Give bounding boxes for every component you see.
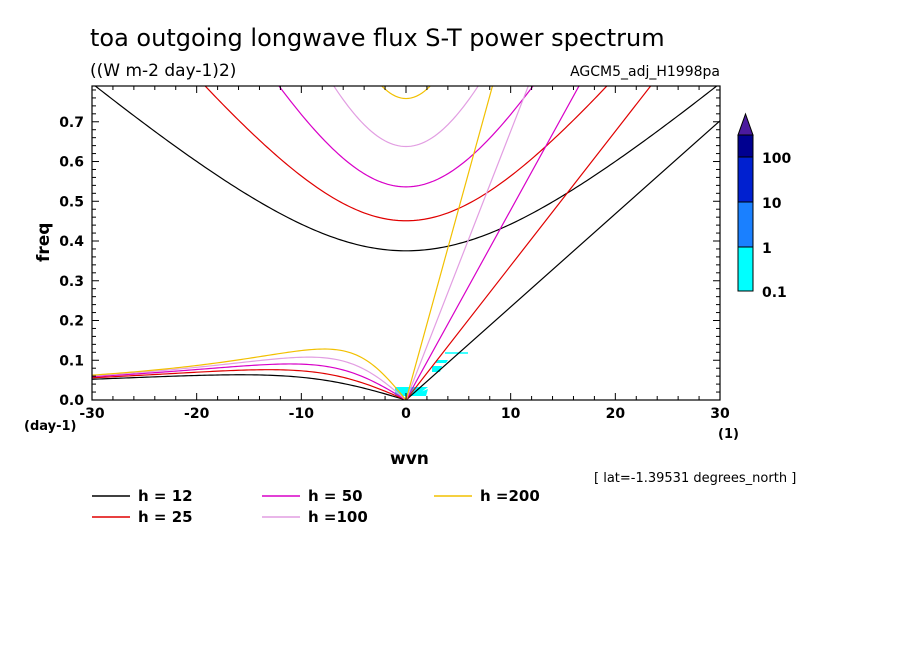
equatorial-rossby-curve	[92, 363, 407, 400]
equatorial-rossby-curve	[92, 369, 407, 400]
kelvin-wave-line	[405, 86, 529, 400]
colorbar-box	[737, 156, 754, 203]
legend-label: h = 25	[138, 508, 193, 526]
colorbar-label: 10	[762, 196, 782, 212]
shade-patch	[410, 389, 428, 396]
legend-label: h = 50	[308, 487, 363, 505]
y-tick-label: 0.0	[59, 393, 84, 409]
y-tick-label: 0.1	[59, 353, 84, 369]
kelvin-wave-line	[405, 120, 720, 400]
x-tick-label: -30	[79, 406, 105, 422]
colorbar-triangle	[737, 112, 754, 136]
ig-wave-curve	[333, 86, 479, 148]
y-tick-label: 0.4	[59, 234, 84, 250]
colorbar: 100 10 1 0.1	[737, 112, 791, 301]
x-tick-label: -10	[289, 406, 315, 422]
equatorial-rossby-curve	[92, 374, 407, 400]
y-tick-label: 0.6	[59, 155, 84, 171]
axis-ticks: -30 -20 -10 0 10 20 30 0.0 0.1 0.2 0.3 0.4 0.5 0.6 0.7	[59, 86, 730, 422]
shade-patch	[395, 387, 428, 396]
y-unit-label: (day-1)	[24, 419, 76, 434]
ig-wave-curve	[278, 86, 534, 188]
kelvin-wave-line	[405, 86, 580, 400]
ig-wave-curve	[204, 86, 608, 222]
chart-title: toa outgoing longwave flux S-T power spe…	[90, 24, 665, 52]
y-tick-label: 0.7	[59, 115, 84, 131]
run-label: AGCM5_adj_H1998pa	[570, 64, 720, 80]
ig-wave-curve	[94, 86, 718, 252]
x-tick-label: 10	[501, 406, 521, 422]
shade-patch	[436, 360, 448, 363]
x-axis-label: wvn	[390, 449, 429, 469]
y-tick-label: 0.3	[59, 274, 84, 290]
plot-frame	[91, 85, 721, 401]
legend: h = 12 h = 25 h = 50 h =100 h =200	[92, 487, 540, 526]
equatorial-rossby-curve	[92, 356, 407, 400]
colorbar-box	[737, 201, 754, 248]
colorbar-label: 1	[762, 241, 772, 257]
colorbar-box	[737, 134, 754, 158]
kelvin-wave-line	[405, 86, 652, 400]
y-tick-label: 0.5	[59, 194, 84, 210]
x-tick-label: 30	[710, 406, 730, 422]
y-tick-label: 0.2	[59, 314, 84, 330]
x-tick-label: 20	[606, 406, 626, 422]
lat-annotation: [ lat=-1.39531 degrees_north ]	[594, 471, 796, 486]
equatorial-rossby-curve	[92, 348, 407, 400]
legend-label: h =200	[480, 487, 540, 505]
colorbar-label: 0.1	[762, 285, 787, 301]
kelvin-wave-line	[405, 86, 494, 400]
ig-wave-curve	[380, 86, 432, 100]
dispersion-curves	[92, 86, 720, 400]
x-tick-label: -20	[184, 406, 210, 422]
legend-label: h = 12	[138, 487, 193, 505]
legend-label: h =100	[308, 508, 368, 526]
y-axis-label: freq	[34, 223, 54, 262]
colorbar-box	[737, 246, 754, 292]
colorbar-label: 100	[762, 151, 791, 167]
power-shading	[395, 352, 468, 396]
chart-subtitle: ((W m-2 day-1)2)	[90, 61, 236, 81]
x-tick-label: 0	[401, 406, 411, 422]
x-unit-label: (1)	[718, 427, 739, 442]
